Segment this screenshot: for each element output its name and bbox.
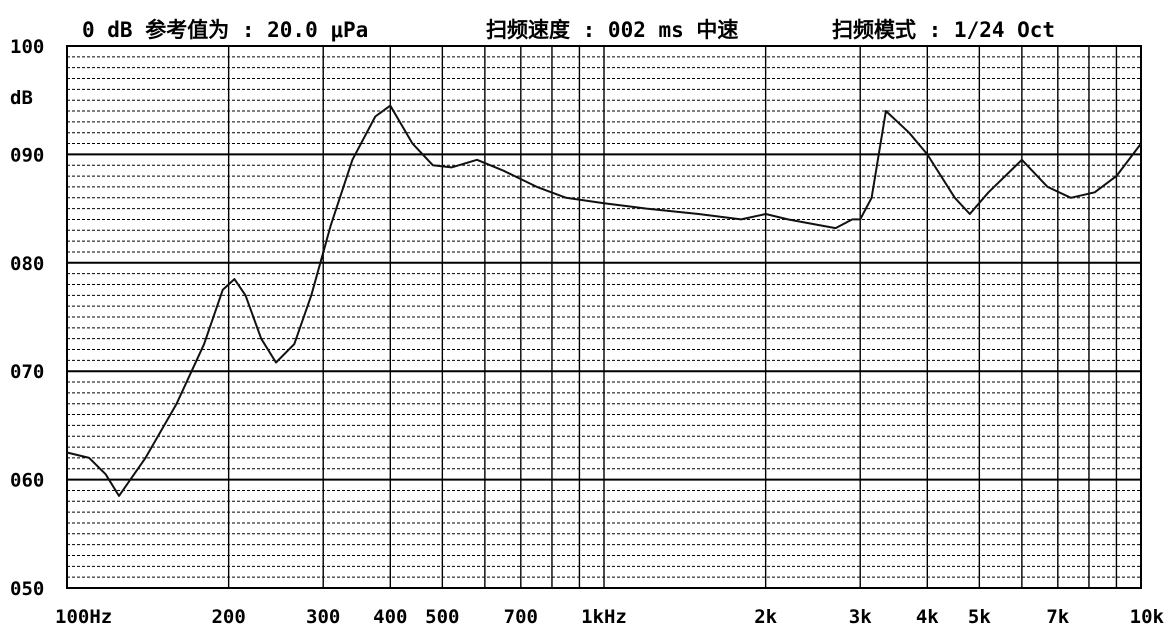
x-tick-label: 300: [306, 606, 340, 628]
y-tick-label: 100: [10, 36, 44, 58]
y-tick-label: 050: [10, 578, 44, 600]
x-tick-label: 5k: [968, 606, 991, 628]
plot-frame: [66, 45, 1142, 589]
y-tick-label: 060: [10, 470, 44, 492]
y-tick-label: 080: [10, 253, 44, 275]
y-tick-label: 070: [10, 361, 44, 383]
x-tick-label: 400: [373, 606, 407, 628]
x-tick-label: 1kHz: [581, 606, 627, 628]
y-axis-unit-label: dB: [10, 87, 33, 109]
x-tick-label: 4k: [916, 606, 939, 628]
x-tick-label: 100Hz: [55, 606, 112, 628]
response-curve: [66, 104, 1142, 497]
chart-header: 0 dB 参考值为 : 20.0 μPa 扫频速度 : 002 ms 中速 扫频…: [0, 0, 1174, 44]
x-tick-label: 10k: [1130, 606, 1165, 628]
reference-level-label: 0 dB 参考值为 : 20.0 μPa: [82, 18, 369, 42]
major-gridlines: [66, 46, 1142, 588]
response-curve-layer: [66, 104, 1142, 497]
x-tick-label: 500: [425, 606, 459, 628]
sweep-speed-label: 扫频速度 : 002 ms 中速: [486, 18, 739, 42]
sweep-mode-label: 扫频模式 : 1/24 Oct: [832, 18, 1056, 42]
x-axis-tick-labels: 100Hz 200 300 400 500 700 1kHz 2k 3k 4k 5k 7k 10k: [55, 606, 1165, 628]
y-axis-tick-labels: 100 090 080 070 060 050: [10, 36, 44, 600]
x-tick-label: 700: [504, 606, 538, 628]
x-tick-label: 7k: [1046, 606, 1069, 628]
x-tick-label: 200: [211, 606, 245, 628]
y-tick-label: 090: [10, 144, 44, 166]
x-tick-label: 2k: [754, 606, 777, 628]
x-tick-label: 3k: [849, 606, 872, 628]
